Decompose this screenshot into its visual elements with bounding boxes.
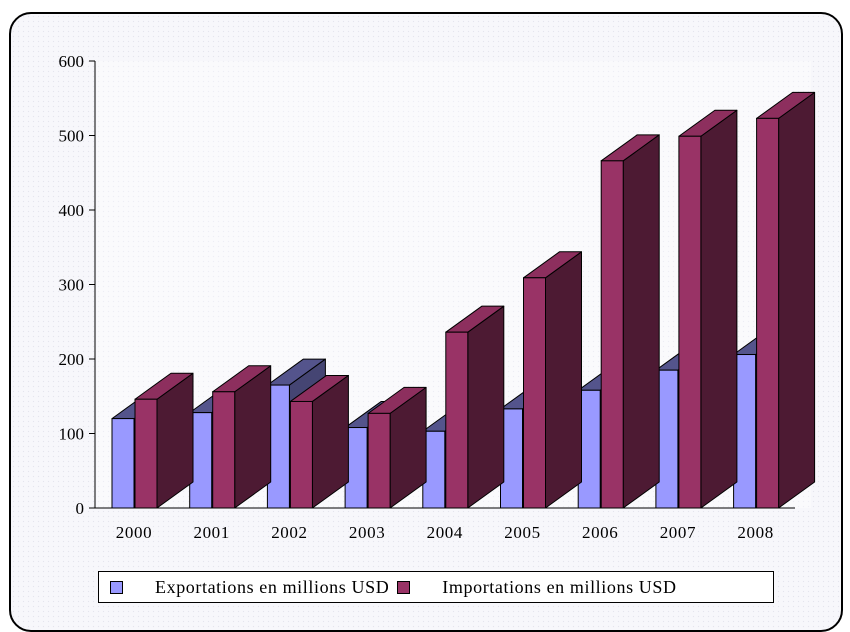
legend: Exportations en millions USD Importation… — [98, 571, 774, 603]
bar-side — [622, 134, 660, 509]
bar-importations-2003 — [367, 386, 427, 509]
bar-side — [700, 109, 738, 509]
y-axis: 0 100 200 300 400 500 600 — [59, 52, 96, 518]
y-tick-label: 500 — [59, 127, 85, 146]
bar-chart: 0 100 200 300 400 500 600 2000 2001 2002 2003 2004… — [59, 52, 816, 542]
x-tick-label: 2008 — [737, 523, 773, 542]
x-tick-label: 2005 — [504, 523, 540, 542]
y-tick-label: 400 — [59, 201, 85, 220]
bar-front — [367, 412, 391, 509]
legend-label-exportations: Exportations en millions USD — [155, 576, 390, 597]
x-tick-label: 2003 — [349, 523, 385, 542]
bar-front — [600, 160, 624, 509]
bar-front — [756, 117, 780, 509]
x-tick-label: 2001 — [193, 523, 229, 542]
y-tick-label: 300 — [59, 276, 85, 295]
x-tick-label: 2007 — [660, 523, 696, 542]
x-tick-label: 2000 — [116, 523, 152, 542]
legend-swatch-exportations — [110, 580, 123, 594]
bars — [111, 91, 816, 509]
bar-side — [545, 251, 582, 509]
bar-importations-2005 — [523, 251, 582, 509]
bar-importations-2008 — [756, 91, 816, 509]
bar-importations-2001 — [212, 365, 272, 509]
legend-item-importations: Importations en millions USD — [397, 577, 676, 598]
y-tick-label: 0 — [76, 499, 85, 518]
bar-front — [678, 135, 702, 509]
bar-front — [445, 331, 469, 509]
legend-swatch-importations — [397, 580, 411, 594]
bar-importations-2007 — [678, 109, 738, 509]
bar-front — [134, 398, 158, 509]
y-tick-label: 100 — [59, 425, 85, 444]
x-tick-label: 2002 — [271, 523, 307, 542]
bar-front — [523, 277, 546, 509]
x-tick-label: 2004 — [427, 523, 463, 542]
x-tick-label: 2006 — [582, 523, 618, 542]
bar-front — [212, 391, 236, 509]
y-tick-label: 200 — [59, 350, 85, 369]
bar-importations-2004 — [445, 305, 505, 509]
bar-importations-2002 — [289, 374, 349, 509]
legend-item-exportations: Exportations en millions USD — [110, 577, 389, 598]
bar-front — [111, 418, 135, 509]
x-axis: 2000 2001 2002 2003 2004 2005 2006 2007 2008 — [95, 507, 795, 542]
legend-label-importations: Importations en millions USD — [442, 576, 677, 597]
bar-importations-2000 — [134, 372, 194, 509]
bar-front — [289, 400, 313, 509]
bar-importations-2006 — [600, 134, 660, 509]
y-tick-label: 600 — [59, 52, 85, 71]
bar-side — [778, 91, 816, 509]
bar-side — [467, 305, 505, 509]
